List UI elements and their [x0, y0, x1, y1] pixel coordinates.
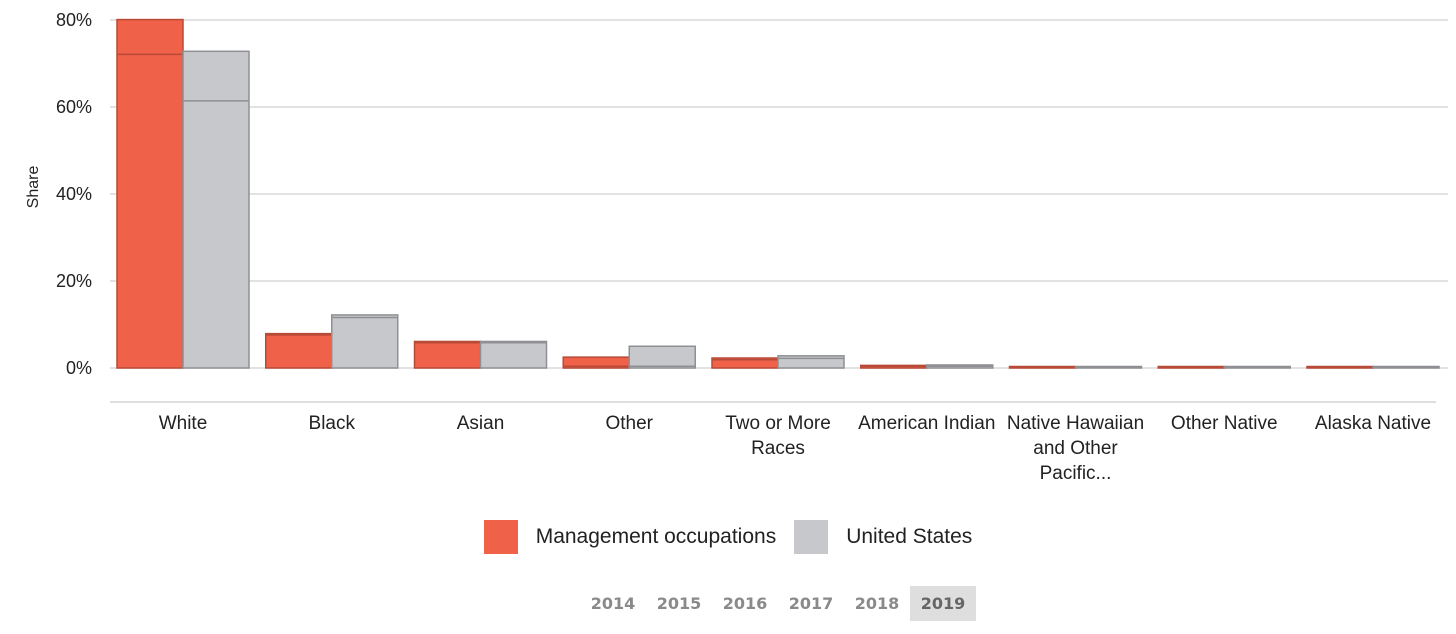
legend-label-united-states: United States: [846, 525, 973, 548]
bar[interactable]: [182, 50, 250, 369]
x-tick-label: Two or More Races: [725, 413, 831, 459]
bar[interactable]: [116, 18, 184, 369]
x-axis-labels: White Black Asian Other Two or More Races Amer…: [159, 413, 1431, 484]
legend-label-management: Management occupations: [535, 525, 777, 548]
bar-chart: 0% 20% 40% 60% 80% Share White Black Asian Othe…: [25, 10, 1448, 484]
legend-item-united-states[interactable]: United States: [794, 520, 972, 554]
x-tick-label: White: [159, 413, 208, 434]
year-2014-button[interactable]: 2014: [590, 594, 636, 613]
legend-item-management[interactable]: Management occupations: [483, 520, 777, 554]
year-2019-button[interactable]: 2019: [910, 586, 976, 621]
bar[interactable]: [777, 355, 845, 369]
y-axis-ticks: 0% 20% 40% 60% 80%: [56, 10, 92, 378]
legend-swatch-united-states: [794, 520, 829, 554]
bar[interactable]: [479, 340, 548, 369]
year-2018-button[interactable]: 2018: [854, 594, 900, 613]
y-tick-label: 0%: [66, 358, 92, 378]
legend: Management occupations United States: [0, 520, 1456, 554]
year-2015-button[interactable]: 2015: [656, 594, 702, 613]
year-2016-button[interactable]: 2016: [722, 594, 768, 613]
y-tick-label: 60%: [56, 97, 92, 117]
y-tick-label: 40%: [56, 184, 92, 204]
x-tick-label: Asian: [457, 413, 505, 434]
bars: [116, 18, 1440, 369]
bar[interactable]: [628, 345, 696, 369]
x-tick-label: Alaska Native: [1315, 413, 1431, 434]
gridlines: [110, 19, 1448, 369]
bar[interactable]: [331, 314, 399, 369]
x-tick-label: Black: [309, 413, 356, 434]
year-2017-button[interactable]: 2017: [788, 594, 834, 613]
y-tick-label: 20%: [56, 271, 92, 291]
y-tick-label: 80%: [56, 10, 92, 30]
legend-swatch-management: [483, 520, 518, 554]
x-tick-label: American Indian: [858, 413, 995, 434]
bar[interactable]: [265, 332, 333, 369]
x-tick-label: Other: [605, 413, 653, 434]
x-tick-label: Native Hawaiian and Other Pacific...: [1007, 413, 1144, 484]
bar[interactable]: [413, 340, 482, 369]
y-axis-title: Share: [25, 166, 42, 209]
x-tick-label: Other Native: [1171, 413, 1278, 434]
year-selector: 2014 2015 2016 2017 2018 2019: [580, 586, 976, 621]
